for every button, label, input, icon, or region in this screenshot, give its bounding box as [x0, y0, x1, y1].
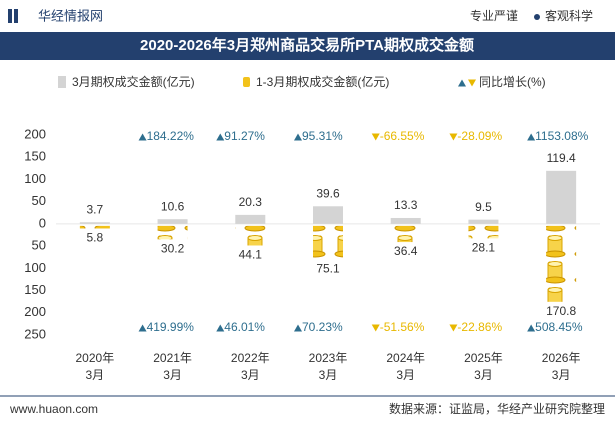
legend-label: 3月期权成交金额(亿元): [72, 74, 195, 89]
growth-arrow: [449, 324, 458, 332]
footer-url: www.huaon.com: [9, 402, 98, 416]
legend-swatch: [458, 79, 466, 87]
growth-label: -22.86%: [457, 320, 502, 334]
logo-text: 华经情报网: [38, 8, 103, 23]
bar: [390, 225, 421, 243]
bar: [235, 214, 266, 224]
y-tick-label: 200: [24, 126, 46, 141]
slogan: 专业严谨: [470, 8, 518, 23]
value-label: 39.6: [316, 186, 340, 200]
value-label: 28.1: [472, 241, 496, 255]
value-label: 36.4: [394, 244, 418, 258]
growth-arrow: [449, 133, 458, 141]
bar: [546, 225, 577, 302]
growth-label: -51.56%: [380, 320, 425, 334]
y-tick-label: 250: [24, 326, 46, 341]
growth-label: 46.01%: [224, 320, 265, 334]
y-tick-label: 50: [32, 193, 46, 208]
y-tick-label: 150: [24, 149, 46, 164]
growth-label: 1153.08%: [535, 129, 588, 143]
bar: [235, 225, 266, 246]
growth-arrow: [527, 324, 536, 332]
growth-arrow: [371, 324, 380, 332]
value-label: 20.3: [239, 195, 263, 209]
bar: [468, 219, 499, 224]
y-tick-label: 100: [24, 260, 46, 275]
growth-arrow: [294, 324, 302, 332]
y-tick-label: 200: [24, 304, 46, 319]
legend-swatch: [468, 79, 476, 87]
title-bar: [0, 32, 615, 60]
bar: [157, 225, 188, 240]
logo-icon: [14, 9, 18, 23]
x-tick-label: 2023年 3月: [309, 351, 348, 382]
x-tick-label: 2024年 3月: [386, 351, 425, 382]
value-label: 3.7: [87, 202, 104, 216]
chart-title: 2020-2026年3月郑州商品交易所PTA期权成交金额: [140, 36, 474, 54]
value-label: 75.1: [316, 261, 340, 275]
x-tick-label: 2026年 3月: [542, 351, 581, 382]
y-tick-label: 0: [39, 215, 46, 230]
growth-arrow: [138, 133, 147, 141]
growth-label: 508.45%: [535, 320, 583, 334]
bar: [157, 219, 188, 224]
value-label: 13.3: [394, 198, 418, 212]
value-label: 30.2: [161, 241, 185, 255]
growth-arrow: [294, 133, 302, 141]
legend-swatch: [243, 77, 250, 87]
growth-arrow: [216, 133, 225, 141]
bar: [313, 225, 343, 260]
value-label: 119.4: [547, 151, 576, 165]
value-label: 10.6: [161, 199, 185, 213]
x-tick-label: 2022年 3月: [231, 351, 270, 382]
y-tick-label: 50: [32, 238, 46, 253]
value-label: 5.8: [87, 231, 104, 245]
x-tick-label: 2025年 3月: [464, 351, 503, 382]
value-label: 9.5: [475, 200, 492, 214]
slogan-dot: [534, 14, 540, 20]
footer-source: 数据来源：证监局，华经产业研究院整理: [389, 401, 605, 416]
bar: [313, 206, 343, 224]
legend-label: 1-3月期权成交金额(亿元): [256, 74, 389, 89]
growth-arrow: [138, 324, 147, 332]
bar: [79, 222, 110, 224]
growth-arrow: [216, 324, 225, 332]
growth-label: 184.22%: [147, 129, 195, 143]
bar: [79, 225, 110, 229]
bar: [390, 217, 421, 224]
growth-label: 70.23%: [302, 320, 343, 334]
logo-icon: [8, 9, 12, 23]
legend-label: 同比增长(%): [479, 75, 546, 89]
y-tick-label: 150: [24, 282, 46, 297]
growth-label: 95.31%: [302, 129, 343, 143]
growth-label: -66.55%: [380, 129, 425, 143]
bar: [546, 170, 577, 224]
y-tick-label: 100: [24, 171, 46, 186]
growth-label: 91.27%: [224, 129, 265, 143]
growth-arrow: [527, 133, 536, 141]
legend-swatch: [58, 76, 66, 88]
growth-label: -28.09%: [457, 129, 502, 143]
growth-label: 419.99%: [147, 320, 195, 334]
x-tick-label: 2021年 3月: [153, 351, 192, 382]
x-tick-label: 2020年 3月: [76, 351, 115, 382]
value-label: 44.1: [239, 248, 263, 262]
value-label: 170.8: [546, 304, 576, 318]
growth-arrow: [371, 133, 380, 141]
slogan: 客观科学: [545, 8, 593, 23]
bar: [468, 225, 499, 239]
